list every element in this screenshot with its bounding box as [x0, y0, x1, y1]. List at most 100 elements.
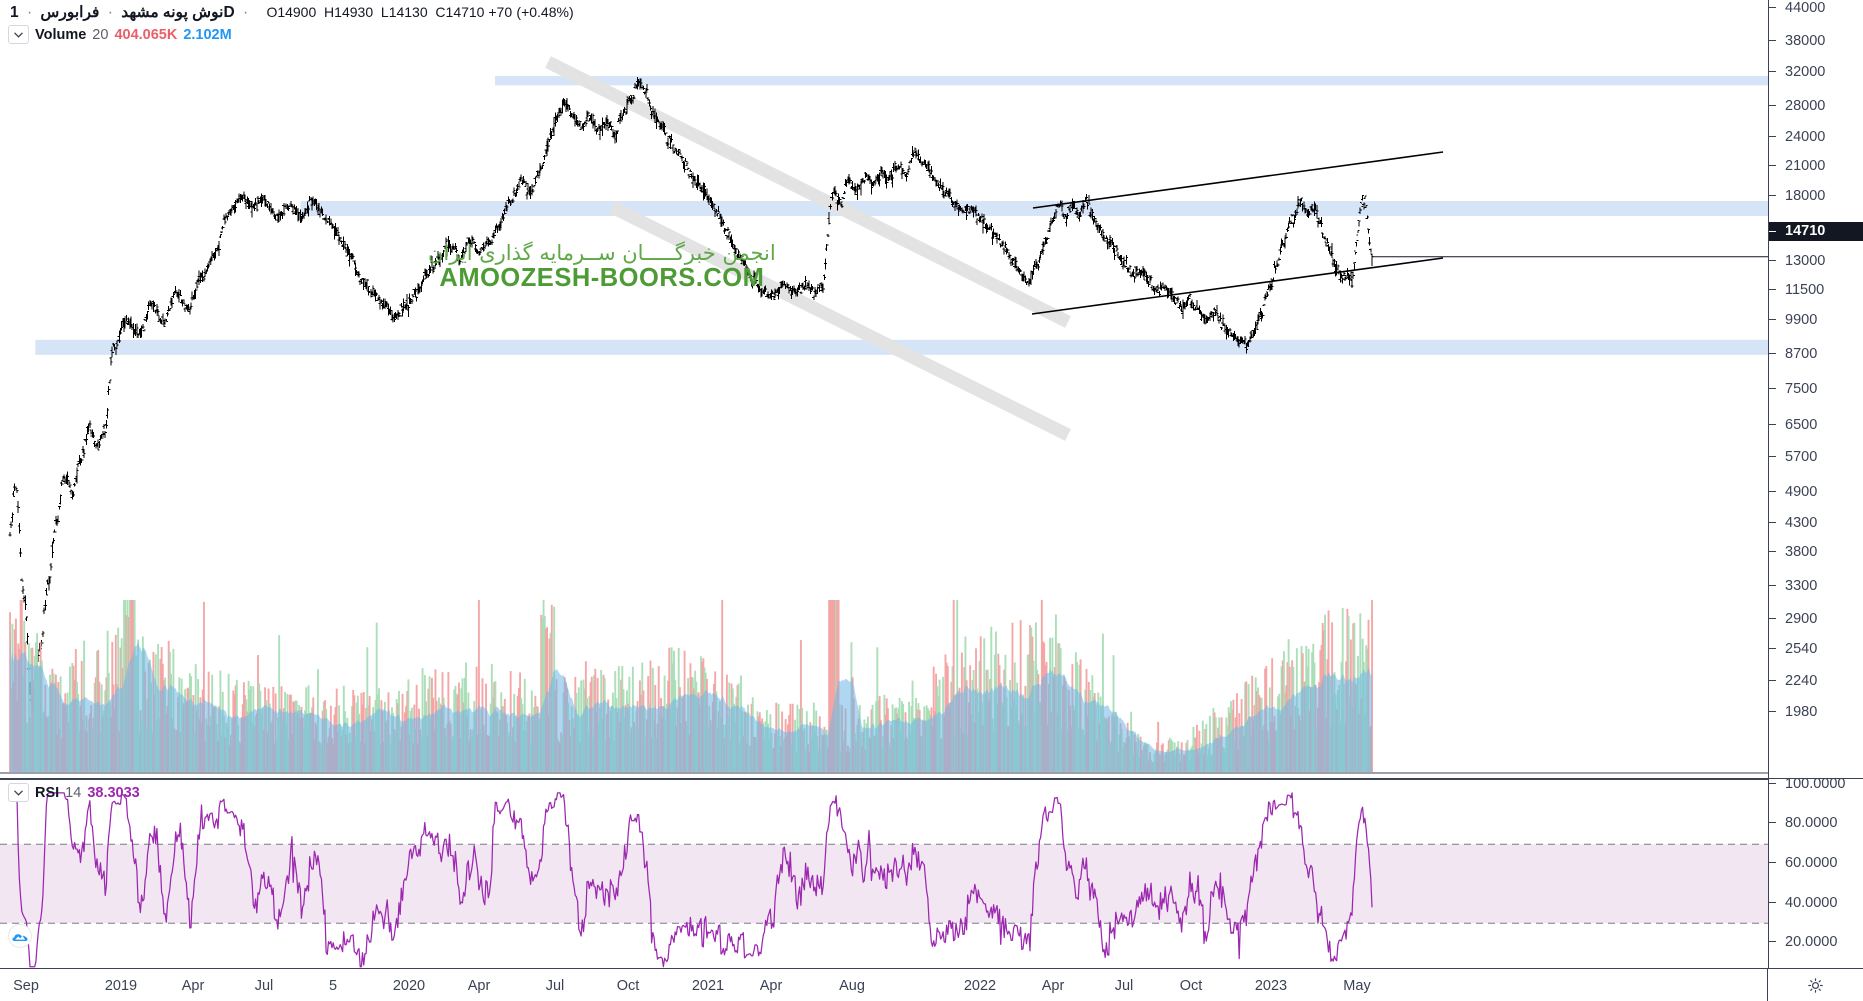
tick-dash — [1769, 40, 1776, 41]
timeframe-label[interactable]: 1D — [10, 4, 235, 21]
volume-total-value: 2.102M — [183, 26, 232, 43]
price-axis-tick: 44000 — [1769, 0, 1863, 16]
tick-dash — [1769, 195, 1776, 196]
tick-dash — [1769, 231, 1776, 232]
price-axis-tick: 2540 — [1769, 641, 1863, 657]
tick-dash — [1769, 388, 1776, 389]
price-axis-tick: 80.0000 — [1769, 815, 1863, 831]
resistance-zone-32000[interactable] — [495, 76, 1768, 86]
change-value: +70 — [488, 4, 513, 20]
tick-dash — [1769, 7, 1776, 8]
tick-label: 20.0000 — [1785, 934, 1838, 950]
open-key: O — [266, 4, 278, 20]
tick-label: 2900 — [1785, 611, 1818, 627]
rsi-length: 14 — [65, 784, 82, 801]
price-axis-tick: 1980 — [1769, 704, 1863, 720]
tick-label: 7500 — [1785, 381, 1818, 397]
tick-dash — [1769, 319, 1776, 320]
tick-label: 28000 — [1785, 98, 1826, 114]
legend-separator-1: · — [107, 4, 113, 21]
chevron-down-icon[interactable] — [8, 25, 29, 44]
rsi-line — [9, 792, 1373, 968]
price-ohlc-bars — [8, 77, 1374, 710]
time-axis-tick-label: Oct — [1179, 978, 1203, 994]
tick-label: 14710 — [1785, 223, 1826, 239]
tick-dash — [1769, 585, 1776, 586]
time-axis[interactable]: Sep 2019 Apr Jul 5 2020 Apr Jul Oct 2021 Apr Aug 202… — [0, 968, 1863, 1001]
tradingview-logo-icon[interactable] — [8, 924, 32, 948]
main-series-legend[interactable]: نوش پونه مشهد · فرابورس · 1D · O14900 H1… — [10, 3, 574, 22]
time-axis-tick-label: Apr — [759, 978, 783, 994]
volume-sma-value: 404.065K — [114, 26, 178, 43]
tick-label: 21000 — [1785, 158, 1826, 174]
high-key: H — [324, 4, 335, 20]
volume-label[interactable]: Volume — [35, 26, 87, 43]
tick-dash — [1769, 783, 1776, 784]
time-axis-tick-label: Sep — [13, 978, 39, 994]
tick-dash — [1769, 136, 1776, 137]
close-value: 14710 — [445, 4, 485, 20]
tick-dash — [1769, 105, 1776, 106]
price-axis-tick: 9900 — [1769, 312, 1863, 328]
price-pane[interactable] — [0, 0, 1768, 778]
price-axis-tick: 20.0000 — [1769, 934, 1863, 950]
time-axis-tick-label: May — [1343, 978, 1371, 994]
gray-channel-lower-line[interactable] — [609, 201, 1071, 441]
time-axis-tick-label: 2020 — [392, 978, 426, 994]
rsi-value: 38.3033 — [87, 784, 140, 801]
rsi-indicator-legend[interactable]: RSI 14 38.3033 — [8, 783, 140, 802]
symbol-name[interactable]: نوش پونه مشهد — [121, 4, 224, 21]
tick-label: 3800 — [1785, 544, 1818, 560]
gear-icon[interactable] — [1808, 978, 1823, 993]
time-axis-tick-label: Jul — [254, 978, 274, 994]
chevron-down-icon[interactable] — [8, 783, 29, 802]
time-axis-tick-label: Oct — [616, 978, 640, 994]
tick-dash — [1769, 618, 1776, 619]
price-axis-tick: 2240 — [1769, 673, 1863, 689]
rsi-pane[interactable] — [0, 779, 1768, 968]
price-axis-tick: 21000 — [1769, 158, 1863, 174]
tick-label: 60.0000 — [1785, 855, 1838, 871]
gray-channel-upper-line[interactable] — [545, 56, 1071, 328]
tick-label: 40.0000 — [1785, 895, 1838, 911]
price-axis-last-price-label: 14710 — [1769, 222, 1863, 241]
volume-length: 20 — [92, 26, 109, 43]
tick-label: 8700 — [1785, 346, 1818, 362]
tick-dash — [1769, 260, 1776, 261]
price-axis-tick: 2900 — [1769, 611, 1863, 627]
rsi-chart-canvas[interactable] — [0, 780, 1768, 968]
price-axis-tick: 8700 — [1769, 346, 1863, 362]
tick-dash — [1769, 456, 1776, 457]
price-axis-tick: 40.0000 — [1769, 895, 1863, 911]
price-axis-tick: 13000 — [1769, 253, 1863, 269]
tick-dash — [1769, 71, 1776, 72]
legend-separator-3: · — [242, 4, 249, 21]
ascending-channel-upper-line[interactable] — [1032, 151, 1444, 209]
exchange-name[interactable]: فرابورس — [40, 4, 100, 21]
volume-indicator-legend[interactable]: Volume 20 404.065K 2.102M — [8, 25, 232, 44]
ascending-channel-lower-line[interactable] — [1031, 257, 1444, 315]
tick-dash — [1769, 680, 1776, 681]
time-axis-tick-label: Apr — [1041, 978, 1065, 994]
price-axis-tick: 38000 — [1769, 33, 1863, 49]
ohlc-values: O14900 H14930 L14130 C14710 — [266, 4, 488, 20]
tick-dash — [1769, 289, 1776, 290]
close-key: C — [435, 4, 446, 20]
time-axis-tick-label: Aug — [839, 978, 865, 994]
chart-settings-button[interactable] — [1768, 969, 1863, 1001]
price-axis-tick: 11500 — [1769, 282, 1863, 298]
price-axis[interactable]: 44000 38000 32000 28000 24000 21000 18000 13000… — [1768, 0, 1863, 968]
rsi-label[interactable]: RSI — [35, 784, 60, 801]
price-axis-tick: 7500 — [1769, 381, 1863, 397]
tick-label: 9900 — [1785, 312, 1818, 328]
tick-label: 24000 — [1785, 129, 1826, 145]
tick-dash — [1769, 862, 1776, 863]
price-chart-canvas[interactable] — [0, 0, 1768, 778]
tick-label: 100.0000 — [1785, 776, 1846, 792]
axis-pane-separator — [1769, 778, 1863, 779]
time-axis-tick-label: Apr — [467, 978, 491, 994]
low-key: L — [380, 4, 389, 20]
tick-dash — [1769, 424, 1776, 425]
price-axis-tick: 3800 — [1769, 544, 1863, 560]
tick-dash — [1769, 822, 1776, 823]
